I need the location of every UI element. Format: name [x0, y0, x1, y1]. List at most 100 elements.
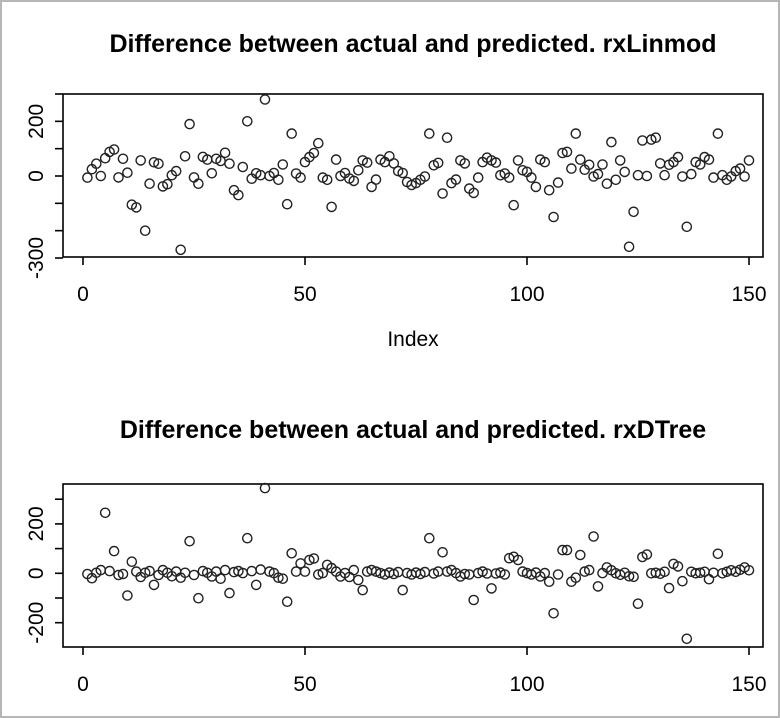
x-tick-label: 50 — [293, 283, 316, 306]
data-point — [241, 116, 253, 127]
data-point — [148, 579, 160, 591]
data-point — [206, 167, 218, 179]
data-point — [637, 135, 648, 146]
data-point — [632, 598, 644, 610]
data-point — [561, 146, 573, 158]
plot1-box — [62, 93, 764, 258]
data-point — [108, 545, 120, 557]
data-point — [317, 567, 329, 579]
data-point — [677, 171, 688, 182]
data-point — [703, 573, 715, 585]
data-point — [108, 144, 120, 155]
data-point — [224, 587, 235, 599]
data-point — [148, 156, 160, 168]
data-point — [277, 159, 289, 170]
x-tick-label: 0 — [77, 673, 89, 696]
data-point — [468, 594, 480, 606]
data-point — [694, 567, 706, 579]
data-point — [610, 174, 622, 186]
data-point — [397, 584, 409, 596]
data-point — [508, 199, 520, 211]
data-point — [330, 154, 342, 165]
data-point — [686, 168, 697, 180]
data-point — [281, 596, 293, 608]
data-point — [437, 547, 448, 558]
data-point — [113, 172, 124, 183]
data-point — [135, 155, 146, 166]
data-point — [734, 163, 746, 174]
data-point — [348, 175, 360, 187]
data-point — [273, 572, 284, 584]
data-point — [539, 567, 551, 579]
data-point — [588, 531, 599, 542]
plot2-points — [82, 482, 755, 645]
data-point — [281, 198, 293, 210]
data-point — [632, 169, 644, 181]
y-tick-label: 200 — [25, 104, 48, 139]
data-point — [308, 147, 320, 159]
data-point — [348, 564, 360, 576]
data-point — [264, 566, 275, 577]
data-point — [681, 221, 693, 233]
data-point — [286, 128, 298, 139]
data-point — [99, 152, 111, 164]
data-point — [628, 206, 639, 218]
x-tick-label: 150 — [731, 283, 766, 306]
data-point — [432, 157, 444, 169]
data-point — [273, 174, 284, 186]
x-tick-label: 50 — [293, 673, 316, 696]
data-point — [246, 565, 257, 577]
data-point — [144, 565, 155, 577]
data-point — [144, 178, 155, 189]
data-point — [677, 575, 688, 587]
plot2-y-axis-ticks: -200 0 200 — [25, 498, 63, 644]
data-point — [592, 581, 604, 592]
data-point — [250, 579, 262, 591]
data-point — [579, 566, 591, 577]
data-point — [188, 172, 200, 183]
data-point — [179, 150, 191, 162]
data-point — [122, 167, 133, 178]
data-point — [703, 154, 715, 165]
data-point — [575, 154, 586, 165]
data-point — [641, 170, 653, 182]
data-point — [539, 156, 551, 168]
data-point — [259, 482, 271, 494]
plot2-box — [62, 483, 764, 648]
data-point — [286, 548, 298, 559]
data-point — [130, 202, 142, 213]
data-point — [490, 157, 502, 168]
data-point — [99, 507, 111, 519]
data-point — [308, 553, 320, 564]
data-point — [659, 566, 670, 578]
data-point — [326, 201, 337, 213]
data-point — [601, 178, 613, 189]
data-point — [739, 171, 750, 182]
data-point — [623, 571, 635, 582]
data-point — [126, 556, 138, 568]
data-point — [543, 184, 555, 196]
data-point — [486, 583, 497, 594]
plot1-x-axis-label: Index — [387, 328, 439, 351]
data-point — [712, 548, 724, 560]
data-point — [681, 633, 693, 645]
data-point — [215, 573, 226, 585]
y-tick-label: 200 — [25, 506, 48, 541]
data-point — [672, 151, 684, 163]
data-point — [295, 558, 306, 569]
data-point — [743, 565, 755, 576]
data-point — [397, 167, 409, 179]
data-point — [370, 174, 382, 185]
plot1-title: Difference between actual and predicted.… — [109, 30, 716, 58]
data-point — [557, 147, 568, 159]
data-point — [117, 153, 129, 165]
data-point — [623, 241, 635, 253]
data-point — [82, 172, 93, 183]
data-point — [566, 163, 577, 174]
data-point — [361, 157, 373, 168]
data-point — [628, 571, 639, 583]
data-point — [237, 161, 249, 173]
data-point — [352, 164, 364, 176]
data-point — [304, 554, 315, 566]
